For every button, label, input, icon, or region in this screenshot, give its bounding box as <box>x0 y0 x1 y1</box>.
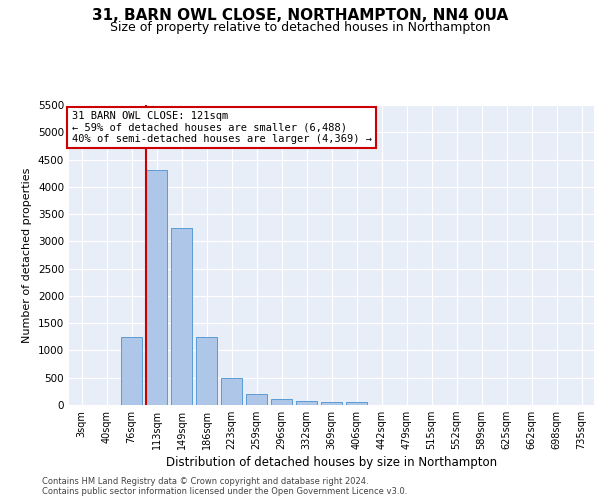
Bar <box>321 402 342 405</box>
Bar <box>121 337 142 405</box>
Bar <box>246 394 267 405</box>
Text: 31 BARN OWL CLOSE: 121sqm
← 59% of detached houses are smaller (6,488)
40% of se: 31 BARN OWL CLOSE: 121sqm ← 59% of detac… <box>71 111 371 144</box>
Text: Contains public sector information licensed under the Open Government Licence v3: Contains public sector information licen… <box>42 488 407 496</box>
Bar <box>271 400 292 405</box>
Bar <box>146 170 167 405</box>
Bar <box>196 337 217 405</box>
Y-axis label: Number of detached properties: Number of detached properties <box>22 168 32 342</box>
Text: 31, BARN OWL CLOSE, NORTHAMPTON, NN4 0UA: 31, BARN OWL CLOSE, NORTHAMPTON, NN4 0UA <box>92 8 508 22</box>
Text: Contains HM Land Registry data © Crown copyright and database right 2024.: Contains HM Land Registry data © Crown c… <box>42 478 368 486</box>
X-axis label: Distribution of detached houses by size in Northampton: Distribution of detached houses by size … <box>166 456 497 469</box>
Bar <box>171 228 192 405</box>
Bar <box>221 378 242 405</box>
Bar <box>346 402 367 405</box>
Bar <box>296 401 317 405</box>
Text: Size of property relative to detached houses in Northampton: Size of property relative to detached ho… <box>110 21 490 34</box>
